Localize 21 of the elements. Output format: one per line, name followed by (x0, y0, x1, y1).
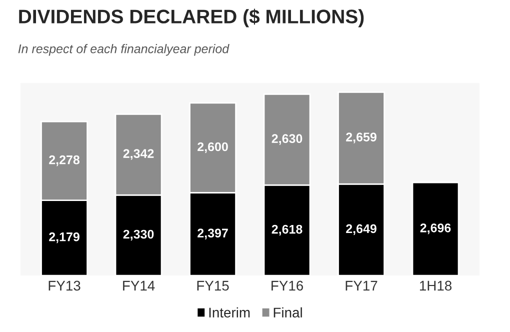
legend-label: Final (274, 307, 302, 318)
data-label: 2,649 (346, 224, 376, 235)
data-label: 2,630 (272, 134, 302, 145)
data-label: 2,600 (198, 142, 228, 153)
x-tick-label: FY16 (272, 280, 304, 291)
x-tick-label: FY17 (346, 280, 378, 290)
x-tick-label: FY13 (48, 280, 80, 291)
data-label: 2,696 (420, 223, 451, 234)
x-tick-label: FY15 (197, 280, 229, 291)
data-label: 2,342 (123, 149, 154, 160)
data-label: 2,659 (346, 132, 376, 144)
chart-title: DIVIDENDS DECLARED ($ MILLIONS) (19, 8, 364, 28)
data-label: 2,179 (49, 232, 80, 244)
data-label: 2,278 (49, 155, 80, 166)
legend-label: Interim (209, 307, 250, 318)
chart-subtitle: In respect of each financialyear period (18, 44, 230, 56)
x-tick-label: FY14 (123, 280, 155, 290)
data-label: 2,618 (272, 224, 302, 236)
data-label: 2,397 (198, 228, 228, 240)
x-tick-label: 1H18 (420, 280, 452, 291)
data-label: 2,330 (123, 230, 154, 240)
